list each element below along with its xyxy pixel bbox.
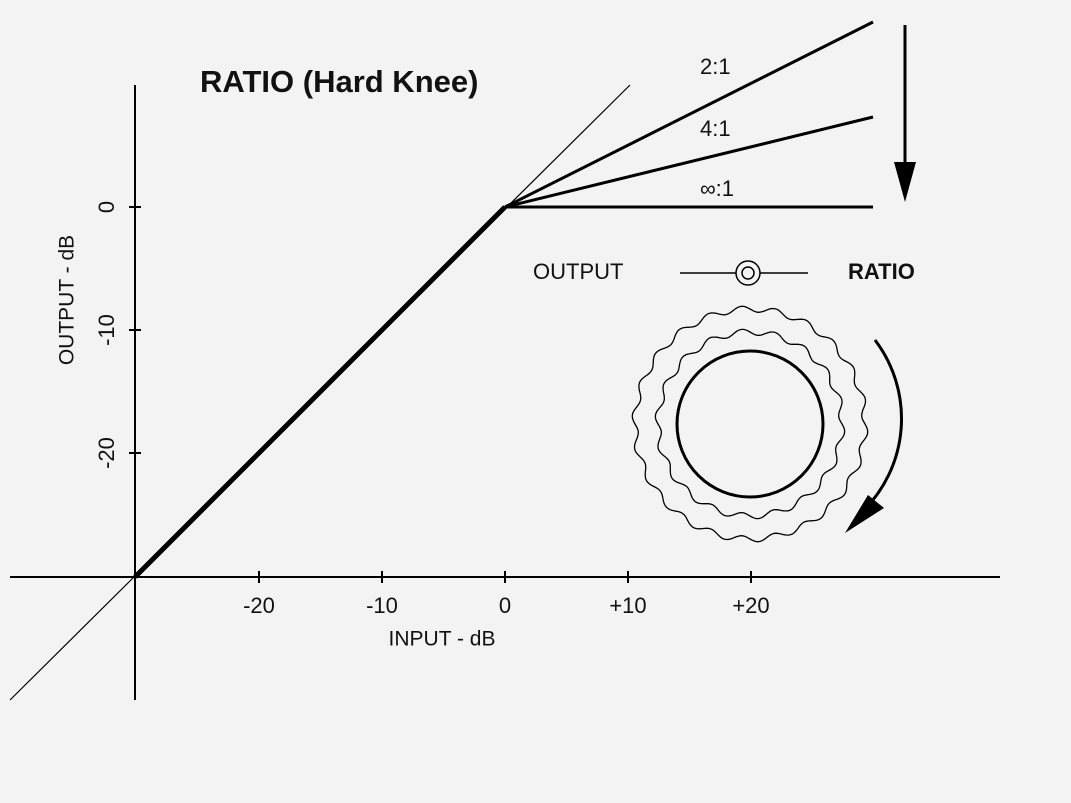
knob-ring bbox=[631, 305, 869, 543]
control-label: OUTPUT bbox=[533, 259, 623, 284]
rotate-arrow-head bbox=[845, 495, 884, 533]
y-ticks bbox=[129, 206, 141, 454]
x-tick-label: +20 bbox=[732, 593, 769, 618]
x-tick-label: -10 bbox=[366, 593, 398, 618]
curve-label: 4:1 bbox=[700, 116, 731, 141]
curve-label: ∞:1 bbox=[700, 176, 734, 201]
y-axis-label: OUTPUT - dB bbox=[56, 235, 79, 365]
ratio-line bbox=[504, 20, 874, 209]
control-knob bbox=[741, 266, 755, 280]
x-tick-label: -20 bbox=[243, 593, 275, 618]
arrow-head bbox=[894, 162, 916, 202]
knob-ring bbox=[654, 328, 846, 520]
y-tick-label: 0 bbox=[94, 201, 119, 213]
control-label: RATIO bbox=[848, 259, 915, 284]
knob bbox=[675, 349, 825, 499]
x-tick-label: +10 bbox=[609, 593, 646, 618]
y-tick-label: -20 bbox=[94, 437, 119, 469]
x-ticks bbox=[258, 571, 752, 583]
x-axis-label: INPUT - dB bbox=[389, 628, 496, 651]
below-threshold-line bbox=[133, 205, 507, 579]
title: RATIO (Hard Knee) bbox=[200, 64, 478, 99]
curve-label: 2:1 bbox=[700, 54, 731, 79]
y-tick-label: -10 bbox=[94, 314, 119, 346]
control-knob bbox=[735, 260, 761, 286]
x-tick-label: 0 bbox=[499, 593, 511, 618]
ratio-line bbox=[504, 115, 874, 209]
rotate-arrow bbox=[860, 339, 904, 514]
